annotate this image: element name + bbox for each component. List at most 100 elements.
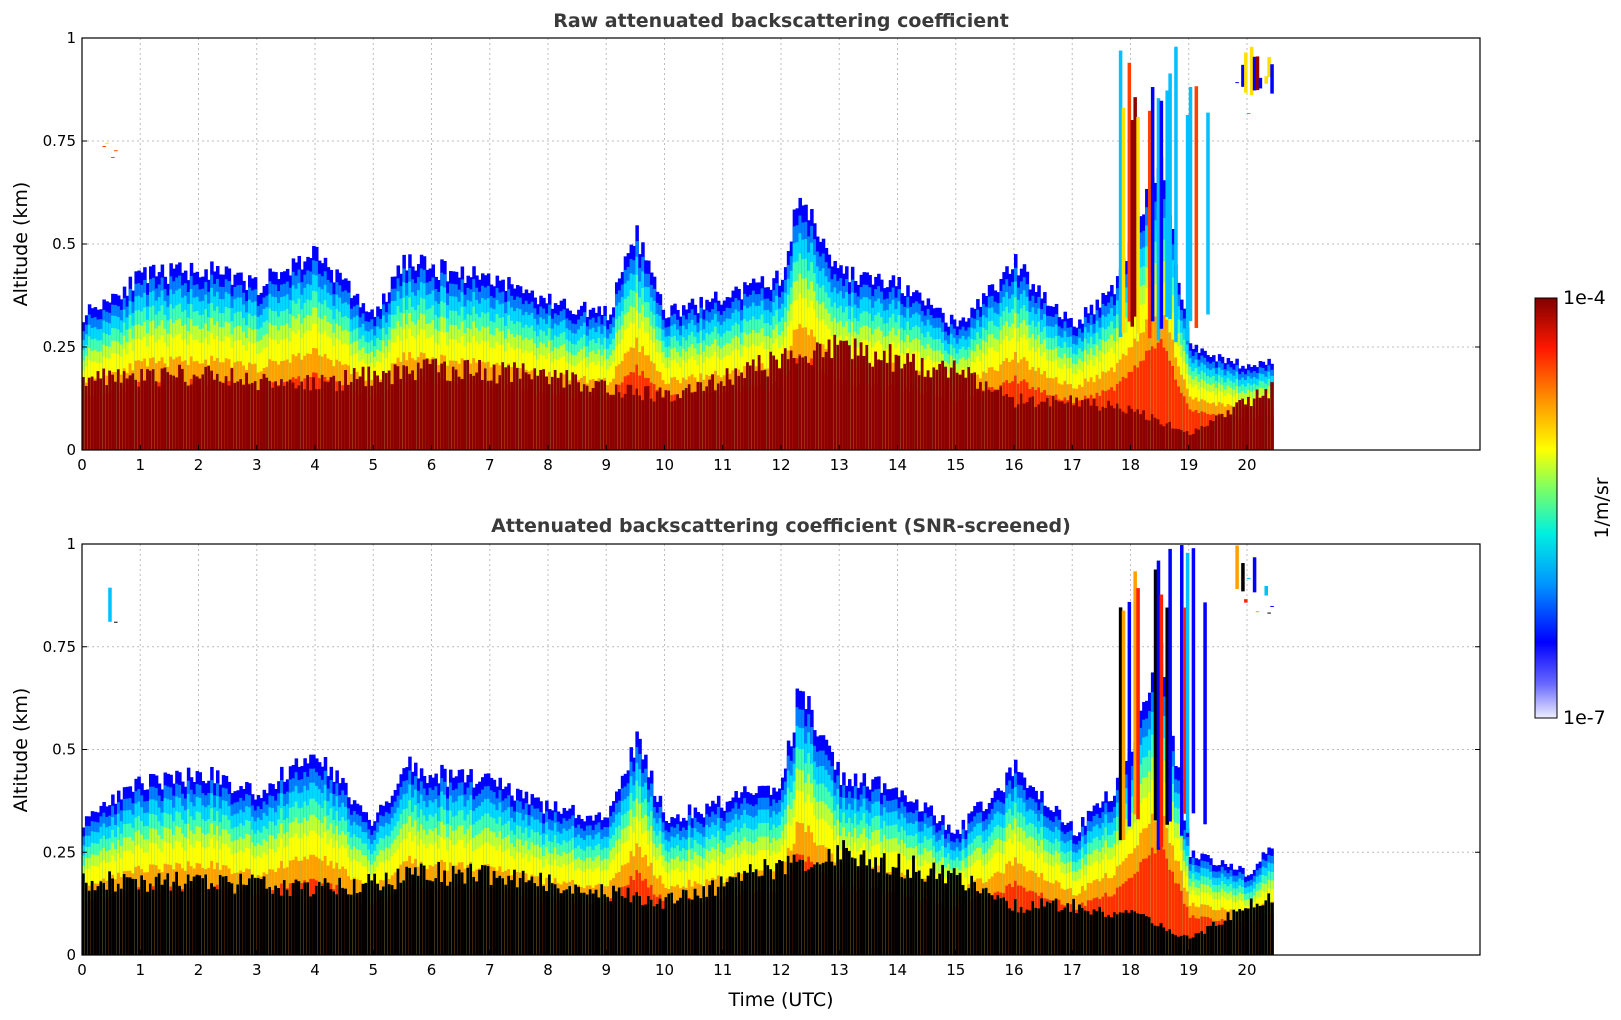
screened-out-cell [361, 883, 366, 955]
dense-layer-cell [562, 387, 567, 450]
screened-out-cell [134, 879, 138, 955]
screened-out-cell [146, 891, 150, 955]
dense-layer-cell [781, 353, 785, 450]
dense-layer-cell [1136, 409, 1140, 450]
dense-layer-cell [716, 383, 721, 450]
dense-layer-cell [495, 383, 500, 450]
dense-layer-cell [725, 368, 730, 450]
dense-layer-cell [664, 390, 669, 450]
dense-layer-cell [545, 376, 549, 450]
dense-layer-cell [673, 400, 677, 450]
dense-layer-cell [603, 380, 607, 450]
dense-layer-cell [1092, 398, 1097, 450]
screened-out-cell [454, 873, 459, 955]
x-tick-label: 14 [888, 456, 907, 474]
dense-layer-cell [649, 398, 654, 450]
dense-layer-cell [396, 366, 401, 450]
dense-layer-cell [1267, 398, 1271, 450]
dense-layer-cell [684, 388, 689, 450]
screened-out-cell [119, 888, 124, 955]
heatmap-cell [1188, 409, 1193, 450]
dense-layer-cell [306, 375, 310, 450]
screened-out-cell [384, 872, 389, 955]
screened-out-cell [137, 889, 141, 955]
dense-layer-cell [585, 385, 590, 450]
screened-out-cell [355, 893, 360, 955]
dense-layer-cell [888, 344, 893, 450]
dense-layer-cell [335, 391, 339, 450]
screened-out-cell [163, 879, 168, 955]
screened-out-cell [84, 882, 89, 955]
dense-layer-cell [379, 382, 383, 450]
x-tick-label: 20 [1237, 456, 1256, 474]
dense-layer-cell [1159, 424, 1164, 450]
dense-layer-cell [1264, 389, 1268, 450]
dense-layer-cell [492, 364, 497, 450]
heatmap-cell [1162, 347, 1167, 450]
dense-layer-cell [198, 378, 203, 450]
dense-layer-cell [1150, 414, 1155, 450]
dense-layer-cell [626, 384, 631, 450]
dense-layer-cell [635, 388, 639, 450]
dense-layer-cell [338, 381, 342, 450]
dense-layer-cell [990, 391, 995, 450]
dense-layer-cell [213, 379, 217, 450]
dense-layer-cell [542, 369, 546, 450]
dense-layer-cell [897, 355, 902, 450]
x-tick-label: 9 [601, 456, 611, 474]
screened-out-cell [116, 883, 121, 955]
dense-layer-cell [754, 370, 759, 450]
dense-layer-cell [274, 381, 278, 450]
dense-layer-cell [341, 390, 345, 450]
cloud-cell [1165, 90, 1169, 318]
screened-out-cell [93, 890, 98, 955]
x-tick-label: 7 [485, 456, 495, 474]
dense-layer-cell [775, 359, 779, 450]
screened-out-cell [419, 863, 424, 955]
dense-layer-cell [1185, 431, 1190, 450]
dense-layer-cell [836, 344, 840, 450]
screened-out-cell [315, 885, 319, 955]
dense-layer-cell [976, 388, 980, 450]
dense-layer-cell [291, 382, 296, 450]
dense-layer-cell [565, 370, 569, 450]
dense-layer-cell [463, 360, 468, 450]
cloud-cell [1255, 56, 1260, 91]
screened-out-cell [178, 886, 182, 955]
screened-out-cell [154, 876, 159, 955]
dense-layer-cell [280, 379, 284, 450]
dense-layer-cell [178, 364, 182, 450]
dense-layer-cell [151, 369, 156, 450]
screened-out-cell [271, 893, 275, 955]
x-tick-label: 17 [1063, 456, 1082, 474]
dense-layer-cell [553, 369, 558, 450]
dense-layer-cell [658, 387, 663, 450]
screened-out-cell [341, 888, 345, 955]
dense-layer-cell [964, 377, 968, 450]
screened-out-cell [443, 870, 447, 955]
dense-layer-cell [210, 370, 214, 450]
panel-raw: Raw attenuated backscattering coefficien… [10, 10, 1481, 474]
screened-out-cell [440, 881, 444, 955]
screened-out-cell [437, 861, 441, 955]
dense-layer-cell [690, 392, 695, 450]
dense-layer-cell [647, 385, 651, 450]
dense-layer-cell [1098, 410, 1102, 450]
screened-out-cell [265, 888, 269, 955]
screened-out-cell [288, 896, 293, 955]
dense-layer-cell [1104, 407, 1108, 450]
dense-layer-cell [705, 386, 709, 450]
dense-layer-cell [818, 343, 823, 450]
panel-raw-title: Raw attenuated backscattering coefficien… [553, 10, 1009, 32]
dense-layer-cell [661, 397, 666, 450]
cloud-cell [1185, 114, 1190, 341]
screened-out-cell [207, 889, 211, 955]
dense-layer-cell [507, 365, 511, 450]
screened-out-cell [131, 878, 136, 955]
dense-layer-cell [795, 363, 800, 450]
dense-layer-cell [792, 357, 797, 450]
dense-layer-cell [731, 384, 735, 450]
dense-layer-cell [451, 366, 456, 450]
screened-out-cell [143, 879, 147, 955]
dense-layer-cell [466, 359, 470, 450]
